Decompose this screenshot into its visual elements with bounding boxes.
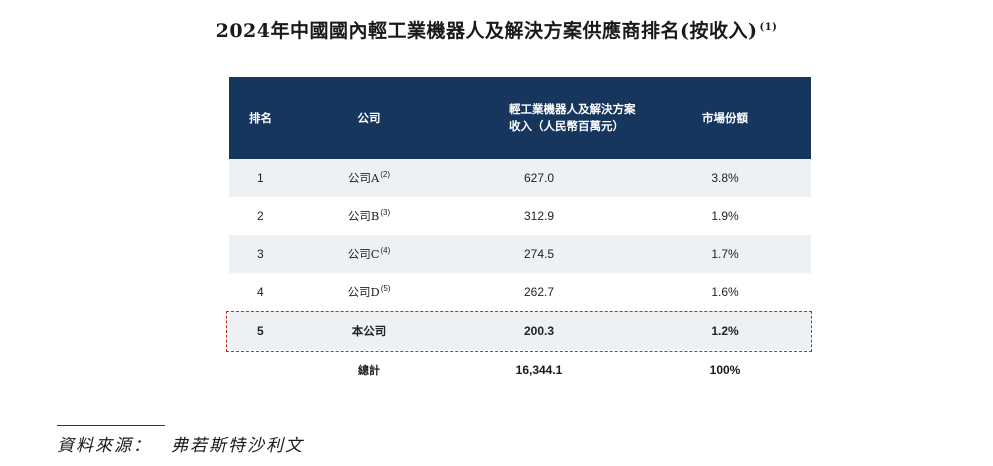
rank-cell: 1 <box>257 171 264 185</box>
table-row-own-company: 5 本公司 200.3 1.2% <box>229 311 811 350</box>
revenue-cell: 200.3 <box>523 323 555 338</box>
company-cell: 公司B(3) <box>299 208 439 224</box>
company-cell: 本公司 <box>299 323 439 339</box>
table-header: 排名 公司 輕工業機器人及解決方案 收入（人民幣百萬元） 市場份額 <box>229 77 811 159</box>
share-cell: 1.6% <box>711 285 739 299</box>
company-footnote-ref: (5) <box>380 284 391 294</box>
share-cell: 1.9% <box>711 209 739 223</box>
highlight-box <box>226 311 812 352</box>
revenue-cell: 274.5 <box>523 247 555 261</box>
share-cell: 1.2% <box>711 323 739 338</box>
total-share: 100% <box>709 363 741 377</box>
rank-cell: 3 <box>257 247 264 261</box>
page-title: 2024年中國國內輕工業機器人及解決方案供應商排名(按收入) (1) <box>0 16 993 43</box>
rank-cell: 2 <box>257 209 264 223</box>
total-row: 總計 16,344.1 100% <box>229 358 811 382</box>
header-revenue-line2: 收入（人民幣百萬元） <box>509 119 624 133</box>
company-footnote-ref: (4) <box>380 246 391 256</box>
table-row: 1 公司A(2) 627.0 3.8% <box>229 159 811 197</box>
rank-cell: 4 <box>257 285 264 299</box>
total-revenue: 16,344.1 <box>515 363 563 377</box>
company-cell: 公司A(2) <box>299 170 439 186</box>
table-row: 4 公司D(5) 262.7 1.6% <box>229 273 811 311</box>
table-row: 2 公司B(3) 312.9 1.9% <box>229 197 811 235</box>
rank-cell: 5 <box>257 323 264 338</box>
company-name: 本公司 <box>351 323 387 338</box>
source-note: 資料來源： 弗若斯特沙利文 <box>57 436 304 456</box>
company-name: 公司B <box>347 209 380 223</box>
title-footnote-ref: (1) <box>759 21 778 33</box>
title-text: 2024年中國國內輕工業機器人及解決方案供應商排名(按收入) <box>215 20 758 42</box>
revenue-cell: 262.7 <box>523 285 555 299</box>
company-footnote-ref: (3) <box>380 208 391 218</box>
header-rank: 排名 <box>249 111 272 125</box>
revenue-cell: 312.9 <box>523 209 555 223</box>
header-revenue: 輕工業機器人及解決方案 收入（人民幣百萬元） <box>439 101 639 135</box>
ranking-table: 排名 公司 輕工業機器人及解決方案 收入（人民幣百萬元） 市場份額 1 公司A(… <box>229 77 811 350</box>
company-name: 公司A <box>347 171 380 185</box>
revenue-cell: 627.0 <box>523 171 555 185</box>
company-footnote-ref: (2) <box>380 170 391 180</box>
company-cell: 公司D(5) <box>299 284 439 300</box>
header-share: 市場份額 <box>702 111 748 125</box>
table-row: 3 公司C(4) 274.5 1.7% <box>229 235 811 273</box>
company-cell: 公司C(4) <box>299 246 439 262</box>
total-label: 總計 <box>358 364 380 377</box>
share-cell: 3.8% <box>711 171 739 185</box>
company-name: 公司D <box>347 285 380 299</box>
footnote-divider <box>57 425 165 426</box>
header-revenue-line1: 輕工業機器人及解決方案 <box>509 102 636 116</box>
share-cell: 1.7% <box>711 247 739 261</box>
company-name: 公司C <box>347 247 380 261</box>
header-company: 公司 <box>357 111 381 125</box>
